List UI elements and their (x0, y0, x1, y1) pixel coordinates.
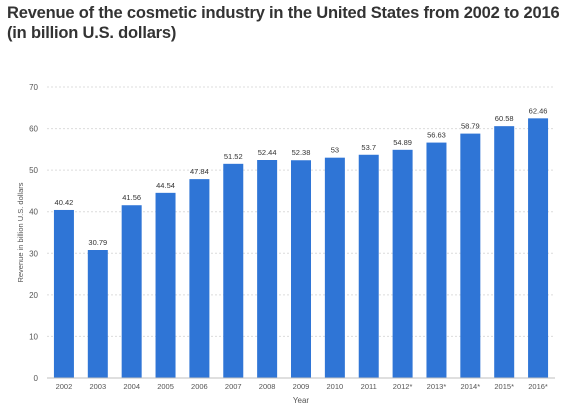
data-label: 51.52 (224, 152, 243, 161)
chart-title-line-1: Revenue of the cosmetic industry in the … (7, 4, 560, 22)
x-tick-label: 2013* (427, 382, 447, 391)
x-tick-label: 2003 (89, 382, 106, 391)
value-labels: 40.42 30.79 41.56 44.54 47.84 51.52 52.44 52.38… (55, 106, 548, 247)
bar (121, 205, 142, 378)
bar (392, 149, 413, 378)
data-label: 30.79 (88, 238, 107, 247)
data-label: 44.54 (156, 181, 175, 190)
data-label: 47.84 (190, 167, 209, 176)
bar (528, 118, 549, 379)
bar (291, 160, 311, 378)
x-tick-label: 2015* (494, 382, 514, 391)
bar (460, 133, 481, 378)
y-axis-ticks: 0 10 20 30 40 50 60 70 (29, 83, 38, 383)
y-tick-label: 20 (29, 291, 38, 300)
y-tick-label: 10 (29, 332, 38, 341)
x-axis-ticks: 2002 2003 2004 2005 2006 2007 2008 2009 2010 2011… (56, 382, 548, 391)
x-tick-label: 2005 (157, 382, 174, 391)
x-tick-label: 2011 (361, 382, 377, 391)
x-tick-label: 2008 (259, 382, 276, 391)
y-tick-label: 70 (29, 83, 38, 92)
data-label: 58.79 (461, 122, 480, 131)
x-tick-label: 2010 (327, 382, 344, 391)
x-tick-label: 2012* (393, 382, 413, 391)
data-label: 56.63 (427, 131, 446, 140)
x-tick-label: 2004 (123, 382, 140, 391)
bar (53, 209, 74, 378)
x-tick-label: 2009 (293, 382, 310, 391)
bar (257, 159, 278, 378)
data-label: 60.58 (495, 114, 514, 123)
y-axis-label: Revenue in billion U.S. dollars (16, 182, 25, 282)
bar (87, 250, 108, 378)
x-tick-label: 2007 (225, 382, 242, 391)
data-label: 52.44 (258, 148, 277, 157)
data-label: 54.89 (393, 138, 412, 147)
y-tick-label: 60 (29, 125, 38, 134)
y-tick-label: 30 (29, 249, 38, 258)
bar (358, 154, 379, 378)
bar (494, 126, 515, 379)
data-label: 40.42 (55, 198, 74, 207)
y-tick-label: 40 (29, 208, 38, 217)
bar (324, 157, 345, 378)
bar (426, 142, 447, 378)
bar (155, 192, 176, 378)
y-tick-label: 0 (34, 374, 39, 383)
x-tick-label: 2006 (191, 382, 208, 391)
data-label: 41.56 (122, 193, 141, 202)
x-tick-label: 2016* (528, 382, 548, 391)
bar (189, 179, 210, 378)
data-label: 53.7 (361, 143, 376, 152)
x-axis-label: Year (293, 396, 310, 405)
data-label: 52.38 (292, 148, 311, 157)
data-label: 62.46 (529, 106, 548, 115)
y-tick-label: 50 (29, 166, 38, 175)
x-tick-label: 2002 (56, 382, 73, 391)
chart-title: Revenue of the cosmetic industry in the … (7, 3, 567, 43)
chart-title-line-2: (in billion U.S. dollars) (7, 24, 177, 42)
bars (53, 118, 549, 379)
data-label: 53 (331, 146, 339, 155)
bar (223, 163, 244, 378)
x-tick-label: 2014* (461, 382, 481, 391)
